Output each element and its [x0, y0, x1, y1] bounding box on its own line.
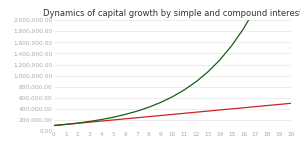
- Compound interest: [123, 113, 127, 115]
- Compound interest: [183, 89, 186, 91]
- Simple interest: [147, 116, 151, 118]
- Simple interest: [135, 117, 139, 119]
- Compound interest: [159, 101, 163, 103]
- Simple interest: [123, 118, 127, 120]
- Simple interest: [254, 106, 257, 108]
- Compound interest: [230, 45, 234, 47]
- Compound interest: [171, 96, 174, 98]
- Compound interest: [88, 120, 92, 122]
- Simple interest: [278, 103, 281, 106]
- Simple interest: [171, 113, 174, 115]
- Simple interest: [88, 121, 92, 123]
- Simple interest: [112, 119, 115, 121]
- Title: Dynamics of capital growth by simple and compound interest: Dynamics of capital growth by simple and…: [43, 9, 300, 18]
- Compound interest: [100, 119, 103, 121]
- Simple interest: [183, 112, 186, 114]
- Compound interest: [194, 81, 198, 83]
- Simple interest: [206, 110, 210, 112]
- Compound interest: [218, 59, 222, 61]
- Legend: Simple interest, Compound interest: Simple interest, Compound interest: [100, 165, 245, 168]
- Simple interest: [218, 109, 222, 111]
- Simple interest: [242, 107, 245, 109]
- Simple interest: [64, 123, 68, 125]
- Compound interest: [76, 122, 80, 124]
- Simple interest: [194, 111, 198, 113]
- Compound interest: [242, 28, 245, 30]
- Simple interest: [266, 104, 269, 107]
- Simple interest: [289, 102, 293, 104]
- Simple interest: [159, 115, 163, 117]
- Simple interest: [100, 120, 103, 122]
- Compound interest: [135, 110, 139, 112]
- Simple interest: [52, 124, 56, 127]
- Compound interest: [64, 123, 68, 125]
- Compound interest: [52, 124, 56, 127]
- Simple interest: [76, 122, 80, 124]
- Compound interest: [254, 7, 257, 9]
- Simple interest: [230, 108, 234, 110]
- Compound interest: [206, 71, 210, 73]
- Line: Compound interest: Compound interest: [54, 0, 291, 125]
- Compound interest: [112, 116, 115, 118]
- Compound interest: [147, 106, 151, 108]
- Line: Simple interest: Simple interest: [54, 103, 291, 125]
